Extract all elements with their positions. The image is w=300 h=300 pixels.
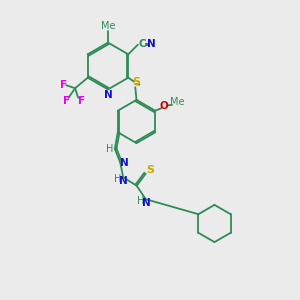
Text: N: N [142,198,151,208]
Text: H: H [137,196,144,206]
Text: N: N [119,176,128,186]
Text: S: S [133,77,141,87]
Text: Me: Me [101,21,115,31]
Text: N: N [147,39,155,49]
Text: H: H [114,174,122,184]
Text: H: H [106,144,113,154]
Text: O: O [160,101,169,111]
Text: Me: Me [170,97,185,107]
Text: N: N [120,158,128,168]
Text: F: F [78,96,85,106]
Text: F: F [60,80,67,90]
Text: C: C [138,39,146,49]
Text: N: N [103,90,112,100]
Text: S: S [146,165,154,175]
Text: F: F [64,96,70,106]
